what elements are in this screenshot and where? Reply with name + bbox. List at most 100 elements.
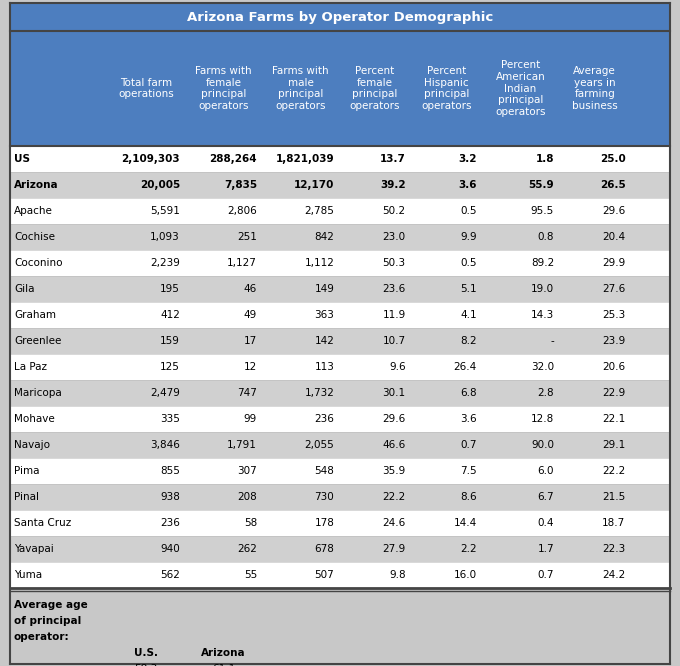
Text: 23.6: 23.6 — [382, 284, 405, 294]
Bar — [10, 484, 670, 510]
Text: 32.0: 32.0 — [531, 362, 554, 372]
Text: 29.9: 29.9 — [602, 258, 626, 268]
Text: 940: 940 — [160, 544, 180, 554]
Text: Farms with
male
principal
operators: Farms with male principal operators — [273, 66, 329, 111]
Text: 1.7: 1.7 — [537, 544, 554, 554]
Text: Apache: Apache — [14, 206, 53, 216]
Text: Coconino: Coconino — [14, 258, 63, 268]
Bar — [10, 562, 670, 588]
Text: 13.7: 13.7 — [379, 154, 405, 164]
Text: 0.8: 0.8 — [538, 232, 554, 242]
Text: 2,806: 2,806 — [227, 206, 257, 216]
Text: 412: 412 — [160, 310, 180, 320]
Bar — [10, 458, 670, 484]
Text: 1.8: 1.8 — [536, 154, 554, 164]
Text: 2.8: 2.8 — [537, 388, 554, 398]
Text: 288,264: 288,264 — [209, 154, 257, 164]
Text: 2,479: 2,479 — [150, 388, 180, 398]
Text: 55: 55 — [244, 570, 257, 580]
Text: Maricopa: Maricopa — [14, 388, 62, 398]
Text: 46.6: 46.6 — [382, 440, 405, 450]
Text: 26.5: 26.5 — [600, 180, 626, 190]
Text: 95.5: 95.5 — [531, 206, 554, 216]
Text: 30.1: 30.1 — [382, 388, 405, 398]
Text: of principal: of principal — [14, 616, 81, 626]
Text: 29.1: 29.1 — [602, 440, 626, 450]
Text: 21.5: 21.5 — [602, 492, 626, 502]
Text: 208: 208 — [237, 492, 257, 502]
Bar — [10, 224, 670, 250]
Text: 39.2: 39.2 — [380, 180, 405, 190]
Text: 562: 562 — [160, 570, 180, 580]
Text: 149: 149 — [314, 284, 335, 294]
Text: -: - — [550, 336, 554, 346]
Text: Yavapai: Yavapai — [14, 544, 54, 554]
Text: U.S.: U.S. — [134, 648, 158, 658]
Bar — [10, 146, 670, 172]
Text: 307: 307 — [237, 466, 257, 476]
Text: 20.6: 20.6 — [602, 362, 626, 372]
Bar — [10, 380, 670, 406]
Text: 29.6: 29.6 — [602, 206, 626, 216]
Text: 58.3: 58.3 — [135, 664, 158, 666]
Bar — [10, 432, 670, 458]
Text: Percent
Hispanic
principal
operators: Percent Hispanic principal operators — [421, 66, 471, 111]
Text: 9.8: 9.8 — [389, 570, 405, 580]
Text: Arizona: Arizona — [201, 648, 246, 658]
Text: 12,170: 12,170 — [294, 180, 335, 190]
Text: 50.3: 50.3 — [382, 258, 405, 268]
Text: 855: 855 — [160, 466, 180, 476]
Text: 678: 678 — [314, 544, 335, 554]
Text: 0.7: 0.7 — [460, 440, 477, 450]
Text: 22.3: 22.3 — [602, 544, 626, 554]
Text: 236: 236 — [314, 414, 335, 424]
Text: 178: 178 — [314, 518, 335, 528]
Text: 5,591: 5,591 — [150, 206, 180, 216]
Text: 2,239: 2,239 — [150, 258, 180, 268]
Text: 113: 113 — [314, 362, 335, 372]
Text: Yuma: Yuma — [14, 570, 42, 580]
Text: Mohave: Mohave — [14, 414, 55, 424]
Text: 89.2: 89.2 — [531, 258, 554, 268]
Text: 90.0: 90.0 — [531, 440, 554, 450]
Text: 236: 236 — [160, 518, 180, 528]
Text: Santa Cruz: Santa Cruz — [14, 518, 71, 528]
Text: 20,005: 20,005 — [139, 180, 180, 190]
Text: 20.4: 20.4 — [602, 232, 626, 242]
Bar — [10, 250, 670, 276]
Bar — [10, 276, 670, 302]
Text: 29.6: 29.6 — [382, 414, 405, 424]
Text: 9.6: 9.6 — [389, 362, 405, 372]
Text: 3.6: 3.6 — [460, 414, 477, 424]
Text: 4.1: 4.1 — [460, 310, 477, 320]
Text: Graham: Graham — [14, 310, 56, 320]
Text: 1,093: 1,093 — [150, 232, 180, 242]
Text: 1,821,039: 1,821,039 — [275, 154, 335, 164]
Text: 0.4: 0.4 — [538, 518, 554, 528]
Text: 25.3: 25.3 — [602, 310, 626, 320]
Bar — [10, 328, 670, 354]
Text: 19.0: 19.0 — [531, 284, 554, 294]
Bar — [10, 302, 670, 328]
Text: 730: 730 — [315, 492, 335, 502]
Text: 159: 159 — [160, 336, 180, 346]
Text: 7.5: 7.5 — [460, 466, 477, 476]
Text: 747: 747 — [237, 388, 257, 398]
Text: 363: 363 — [314, 310, 335, 320]
Text: 2.2: 2.2 — [460, 544, 477, 554]
Text: 35.9: 35.9 — [382, 466, 405, 476]
Bar — [10, 536, 670, 562]
Text: 26.4: 26.4 — [454, 362, 477, 372]
Text: 58: 58 — [244, 518, 257, 528]
Text: 10.7: 10.7 — [382, 336, 405, 346]
Bar — [10, 510, 670, 536]
Text: Pima: Pima — [14, 466, 39, 476]
Text: 335: 335 — [160, 414, 180, 424]
Bar — [10, 172, 670, 198]
Text: 22.2: 22.2 — [602, 466, 626, 476]
Text: 142: 142 — [314, 336, 335, 346]
Text: Percent
female
principal
operators: Percent female principal operators — [350, 66, 401, 111]
Text: 1,791: 1,791 — [227, 440, 257, 450]
Text: 3.2: 3.2 — [458, 154, 477, 164]
Text: 8.6: 8.6 — [460, 492, 477, 502]
